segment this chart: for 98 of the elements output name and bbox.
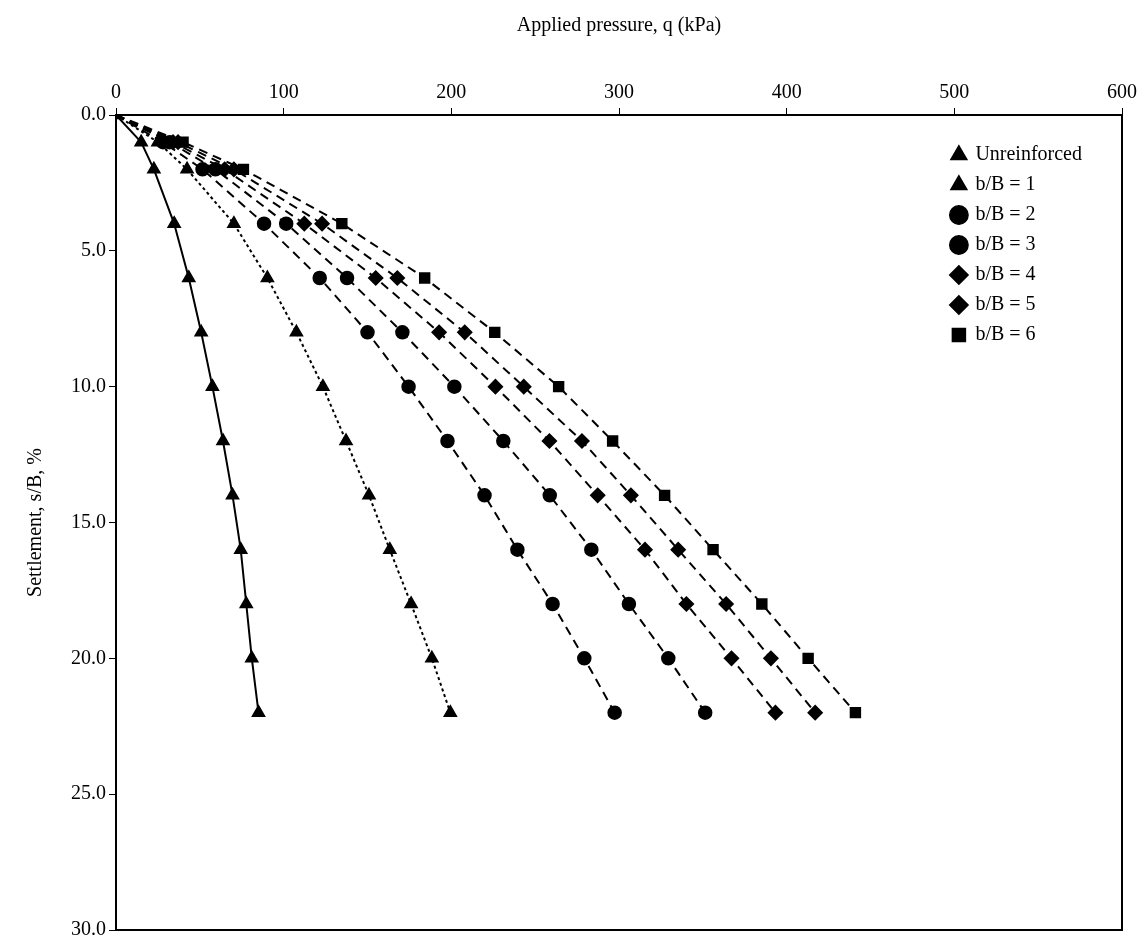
point <box>574 433 590 449</box>
point <box>723 650 740 667</box>
point <box>233 541 248 554</box>
point <box>401 379 416 394</box>
point <box>167 215 181 228</box>
point <box>707 543 719 556</box>
point <box>216 433 230 446</box>
point <box>316 378 330 391</box>
point <box>296 215 313 232</box>
point <box>312 270 327 286</box>
point <box>404 596 418 609</box>
legend-label: Unreinforced <box>975 142 1083 165</box>
x-axis-title: Applied pressure, q (kPa) <box>516 13 722 37</box>
point <box>678 596 695 612</box>
legend-label: b/B = 3 <box>975 232 1036 255</box>
point <box>431 324 447 341</box>
point <box>661 651 676 666</box>
point <box>225 487 240 500</box>
point <box>489 326 501 339</box>
x-tick-label: 500 <box>939 80 970 103</box>
y-tick-label: 30.0 <box>71 917 106 940</box>
point <box>621 596 637 612</box>
point <box>542 488 557 503</box>
point <box>718 596 734 612</box>
point <box>767 704 784 721</box>
point <box>181 270 196 283</box>
point <box>589 487 606 504</box>
point <box>205 378 220 391</box>
point <box>584 542 599 557</box>
point <box>314 215 330 232</box>
x-tick-label: 300 <box>604 80 634 103</box>
legend-label: b/B = 5 <box>975 292 1036 315</box>
point <box>487 378 504 395</box>
point <box>516 378 532 395</box>
point <box>623 487 639 504</box>
point <box>496 433 511 449</box>
point <box>577 651 592 666</box>
point <box>360 325 375 340</box>
point <box>260 270 275 283</box>
y-tick-label: 20.0 <box>71 645 106 668</box>
point <box>510 542 525 557</box>
point <box>336 217 348 230</box>
point <box>339 433 353 446</box>
point <box>545 596 560 612</box>
point <box>607 705 622 720</box>
legend-label: b/B = 4 <box>975 262 1036 285</box>
point <box>552 380 565 393</box>
point <box>147 161 161 174</box>
point <box>227 215 241 228</box>
point <box>194 324 208 337</box>
x-tick-label: 200 <box>436 80 467 103</box>
point <box>443 704 458 717</box>
point <box>395 325 410 340</box>
point <box>457 324 473 341</box>
y-tick-label: 15.0 <box>71 509 106 532</box>
point <box>849 706 862 719</box>
legend-label: b/B = 2 <box>975 202 1036 225</box>
x-tick-label: 400 <box>771 80 802 103</box>
point <box>425 650 439 663</box>
x-tick-label: 0 <box>111 80 121 103</box>
point <box>208 162 223 177</box>
y-tick-label: 10.0 <box>71 373 106 396</box>
point <box>245 650 259 663</box>
point <box>289 324 304 337</box>
y-tick-label: 5.0 <box>81 238 106 261</box>
point <box>658 489 671 502</box>
y-axis-title: Settlement, s/B, % <box>23 448 46 597</box>
legend-label: b/B = 1 <box>975 172 1036 195</box>
point <box>256 216 272 231</box>
point <box>134 134 148 147</box>
point <box>447 379 462 394</box>
point <box>418 272 431 284</box>
point <box>697 705 713 720</box>
y-tick-label: 0.0 <box>81 102 106 125</box>
point <box>382 541 397 554</box>
point <box>807 704 823 721</box>
point <box>251 704 266 717</box>
point <box>763 650 779 667</box>
point <box>339 270 355 286</box>
point <box>541 433 558 449</box>
x-tick-label: 600 <box>1107 80 1137 103</box>
point <box>802 652 814 665</box>
point <box>195 162 210 177</box>
point <box>440 433 455 449</box>
point <box>477 488 492 503</box>
point <box>637 541 653 558</box>
x-tick-label: 100 <box>268 80 299 103</box>
point <box>239 596 254 609</box>
point <box>180 161 194 174</box>
y-tick-label: 25.0 <box>71 781 106 804</box>
point <box>670 541 686 558</box>
point <box>389 270 406 286</box>
point <box>362 487 376 500</box>
point <box>367 270 384 286</box>
point <box>278 216 294 231</box>
legend-label: b/B = 6 <box>975 322 1036 345</box>
point <box>756 598 768 610</box>
point <box>606 435 619 447</box>
